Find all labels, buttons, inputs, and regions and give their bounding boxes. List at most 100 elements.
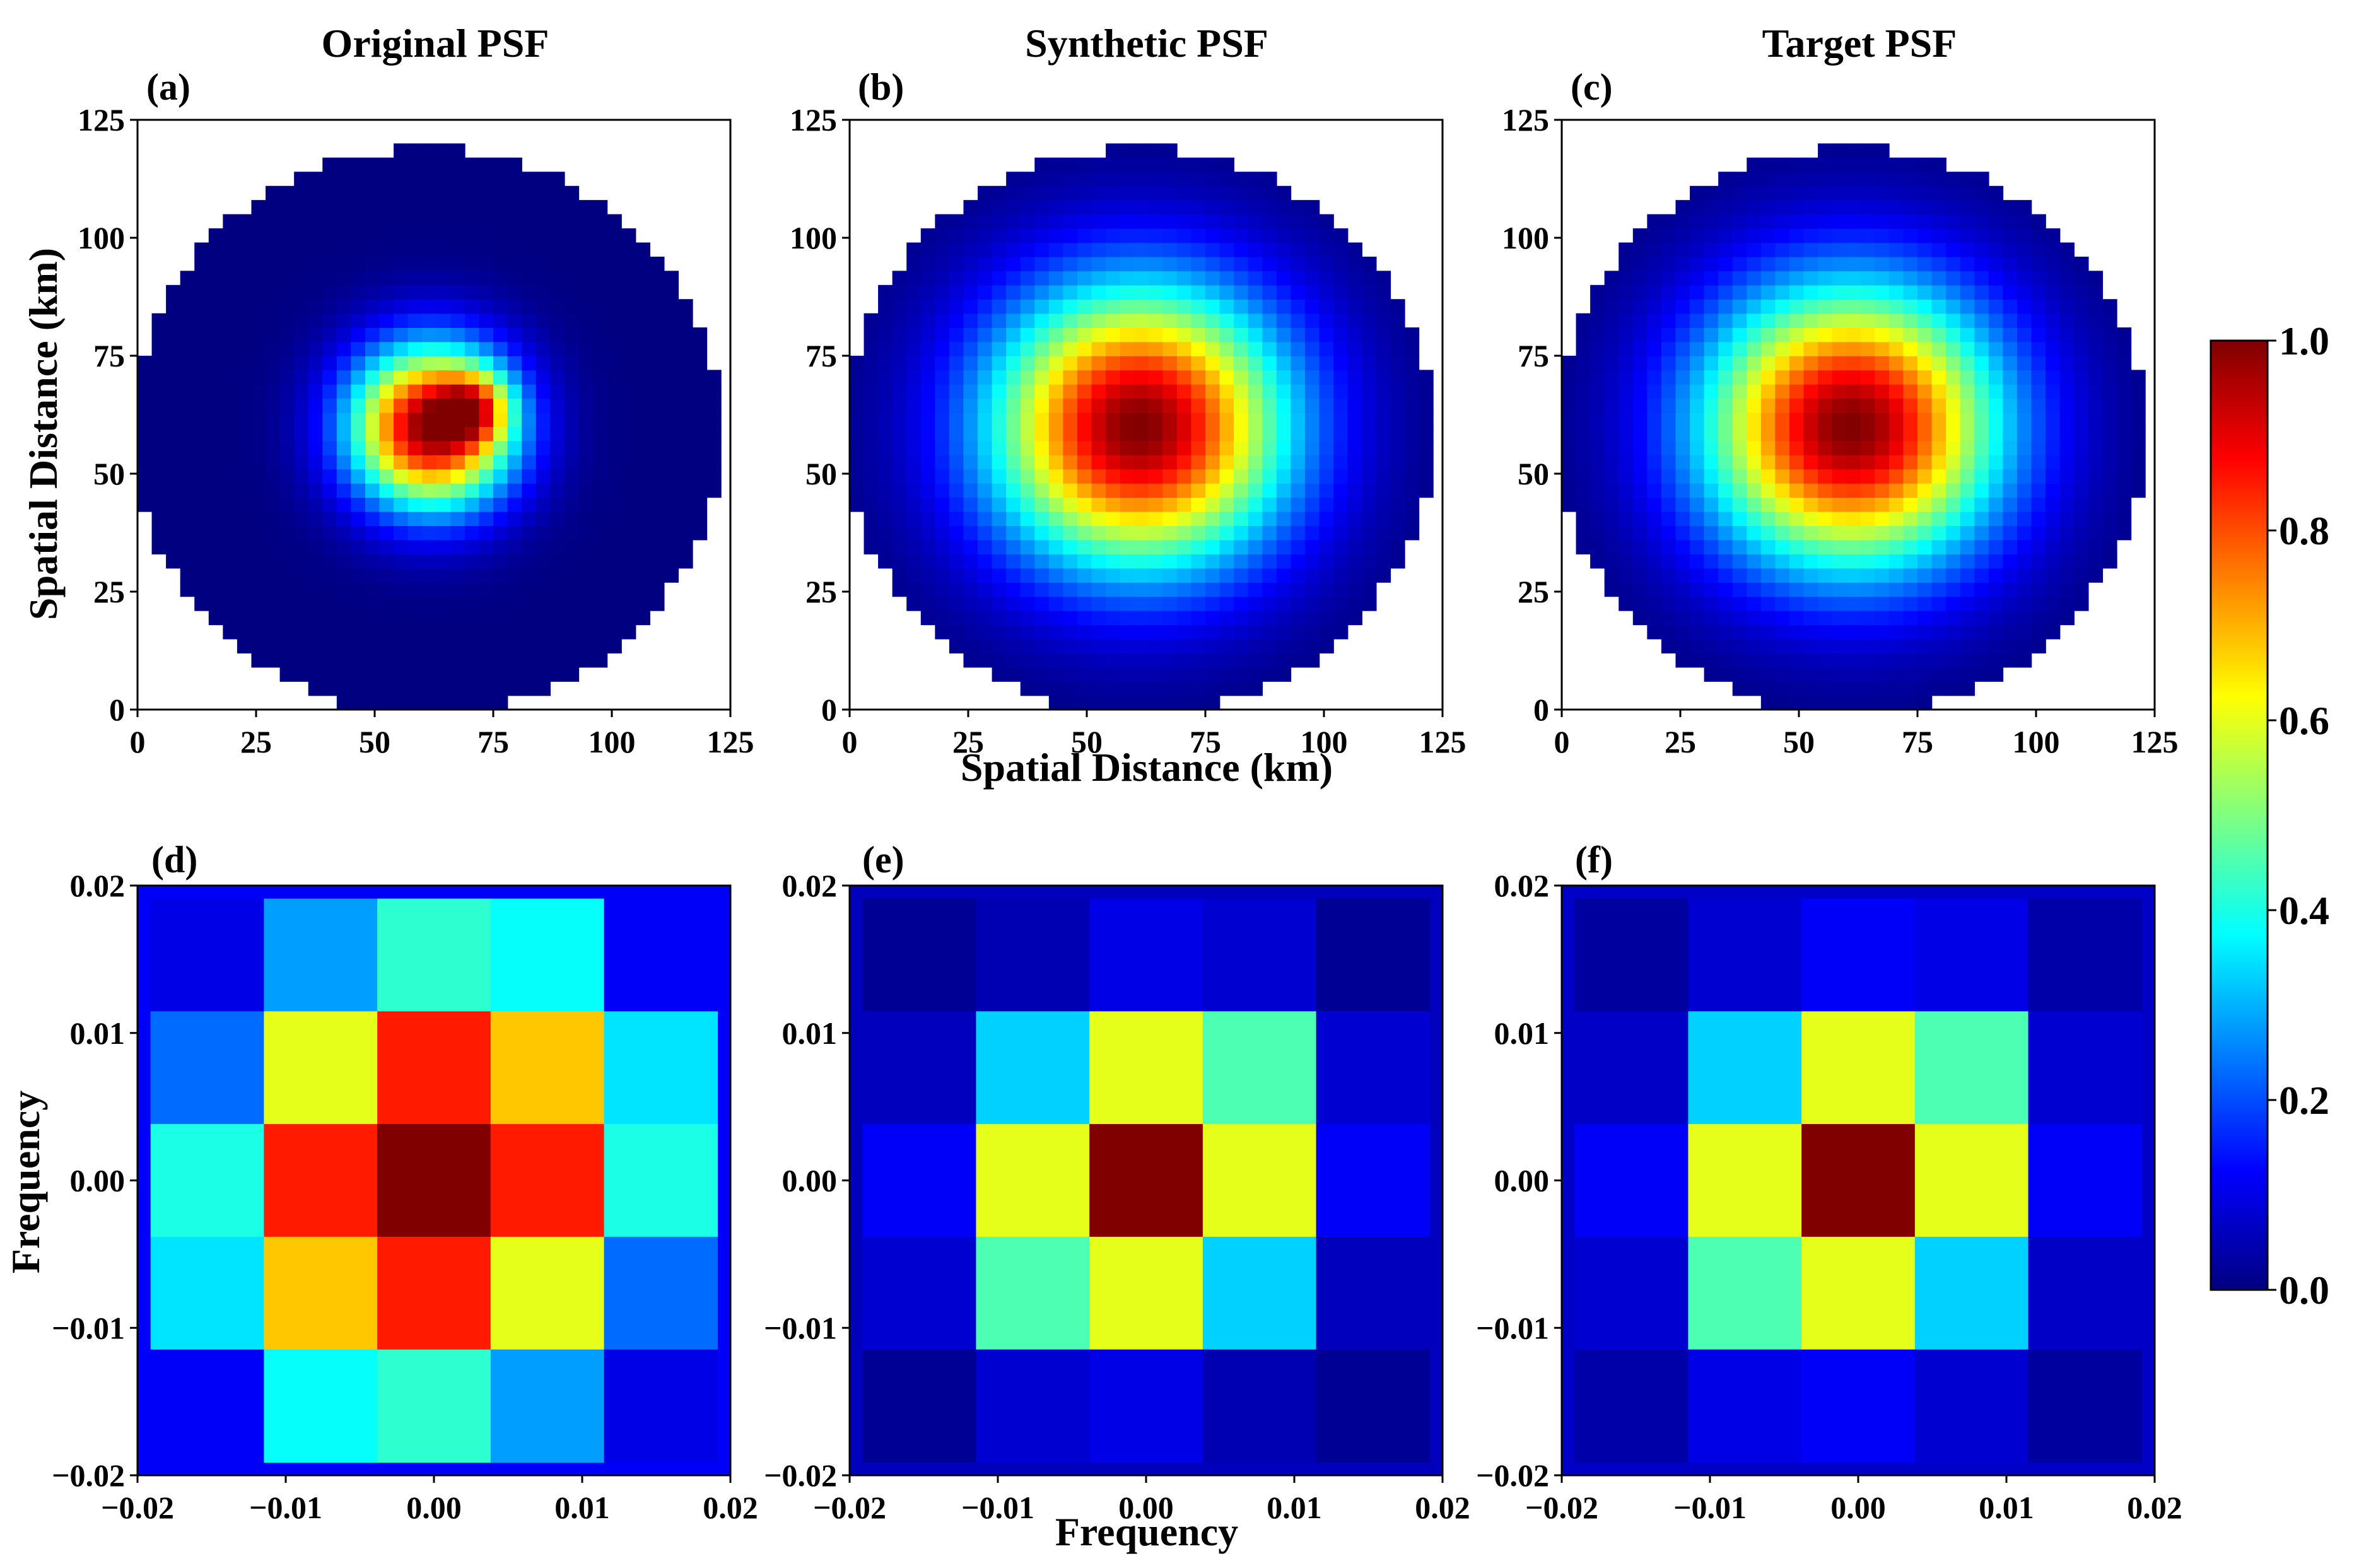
panel-b-cell [963, 596, 978, 611]
panel-b-cell [920, 299, 936, 314]
panel-c-cell [2017, 483, 2032, 498]
panel-c-cell [1888, 214, 1904, 229]
panel-a-cell [180, 356, 196, 371]
panel-b-cell [1162, 172, 1178, 187]
panel-a-cell [394, 228, 409, 243]
panel-c-cell [1632, 596, 1648, 611]
panel-c-cell [1960, 638, 1976, 654]
panel-b-cell [1106, 455, 1121, 470]
panel-b-cell [1162, 681, 1178, 696]
panel-c-cell [1661, 511, 1677, 527]
panel-b-cell [1304, 469, 1320, 484]
panel-b-cell [1304, 284, 1320, 300]
panel-c-cell [2003, 228, 2018, 243]
panel-a-cell [493, 469, 508, 484]
panel-a-cell [251, 525, 266, 541]
panel-c-cell [1960, 398, 1976, 413]
panel-a-cell [151, 469, 167, 484]
panel-e-cell [1089, 1011, 1203, 1125]
panel-e-cell [976, 898, 1090, 1012]
panel-a-cell [550, 271, 565, 286]
panel-b-cell [1034, 172, 1050, 187]
panel-a-cell [450, 143, 465, 158]
panel-c-cell [1846, 143, 1861, 158]
panel-b-cell [1219, 185, 1234, 201]
panel-b-cell [892, 271, 908, 286]
panel-c-cell [2046, 356, 2061, 371]
panel-b-cell [1219, 356, 1234, 371]
panel-a-cell [394, 143, 409, 158]
panel-c-cell [1590, 539, 1605, 554]
panel-b-cell [1304, 356, 1320, 371]
panel-a-cell [479, 497, 494, 512]
panel-a-cell [550, 525, 565, 541]
panel-b-cell [1063, 497, 1078, 512]
panel-a-cell [351, 596, 366, 611]
panel-b-cell [1276, 483, 1292, 498]
panel-a-cell [223, 539, 238, 554]
panel-e-cell [1202, 1236, 1317, 1350]
panel-b-cell [1333, 327, 1349, 342]
panel-b-cell [1276, 256, 1292, 272]
panel-a-cell [379, 539, 394, 554]
panel-b-cell [1205, 356, 1220, 371]
panel-a-cell [635, 469, 650, 484]
panel-b-cell [949, 356, 964, 371]
panel-a-cell [251, 539, 266, 554]
panel-a-cell [621, 242, 636, 257]
panel-c-cell [1775, 596, 1790, 611]
panel-c-cell [1917, 483, 1933, 498]
panel-c-cell [1917, 539, 1933, 554]
panel-b-cell [1063, 172, 1078, 187]
panel-c-cell [2017, 511, 2032, 527]
panel-d-cell [604, 898, 718, 1012]
panel-c-cell [1760, 653, 1776, 668]
panel-b-cell [1276, 469, 1292, 484]
panel-c-cell [1818, 511, 1833, 527]
panel-c-cell [1775, 638, 1790, 654]
panel-c-cell [1860, 383, 1876, 399]
panel-a-cell [266, 313, 281, 328]
panel-a-cell [138, 483, 153, 498]
panel-c-cell [2074, 313, 2089, 328]
panel-b-cell [1248, 200, 1263, 215]
panel-a-cell [237, 469, 252, 484]
panel-b-cell [1234, 284, 1249, 300]
panel-b-cell [935, 610, 950, 626]
panel-c-cell [1832, 568, 1847, 583]
panel-c-cell [1946, 539, 1961, 554]
panel-b-cell [1091, 483, 1106, 498]
panel-a-cell [493, 299, 508, 314]
panel-c-cell [1946, 341, 1961, 356]
panel-b-cell [1376, 412, 1391, 427]
panel-c-cell [2102, 370, 2117, 385]
panel-a-cell [407, 172, 423, 187]
panel-a-cell [692, 497, 708, 512]
panel-b-cell [1333, 455, 1349, 470]
panel-b-cell [1077, 667, 1092, 682]
panel-c-cell [1974, 242, 1989, 257]
panel-b-cell [1091, 200, 1106, 215]
panel-c-cell [1732, 256, 1748, 272]
panel-b-cell [906, 469, 922, 484]
panel-a-cell [479, 638, 494, 654]
panel-c-cell [1718, 426, 1733, 442]
panel-a-cell [607, 511, 622, 527]
panel-c-cell [1931, 228, 1946, 243]
panel-b-cell [1304, 539, 1320, 554]
panel-b-cell [1419, 469, 1434, 484]
panel-a-cell [621, 299, 636, 314]
panel-a-cell [678, 398, 693, 413]
panel-c-cell [1832, 497, 1847, 512]
panel-b-cell [1063, 539, 1078, 554]
panel-a-cell [279, 271, 295, 286]
panel-a-cell [422, 426, 437, 442]
panel-c-cell [2059, 313, 2075, 328]
panel-b-cell [1262, 356, 1277, 371]
panel-a-cell [635, 426, 650, 442]
panel-b-cell [1219, 157, 1234, 173]
panel-a-cell [706, 383, 722, 399]
panel-a-cell [536, 242, 551, 257]
panel-a-cell [450, 469, 465, 484]
panel-a-cell [322, 624, 337, 640]
